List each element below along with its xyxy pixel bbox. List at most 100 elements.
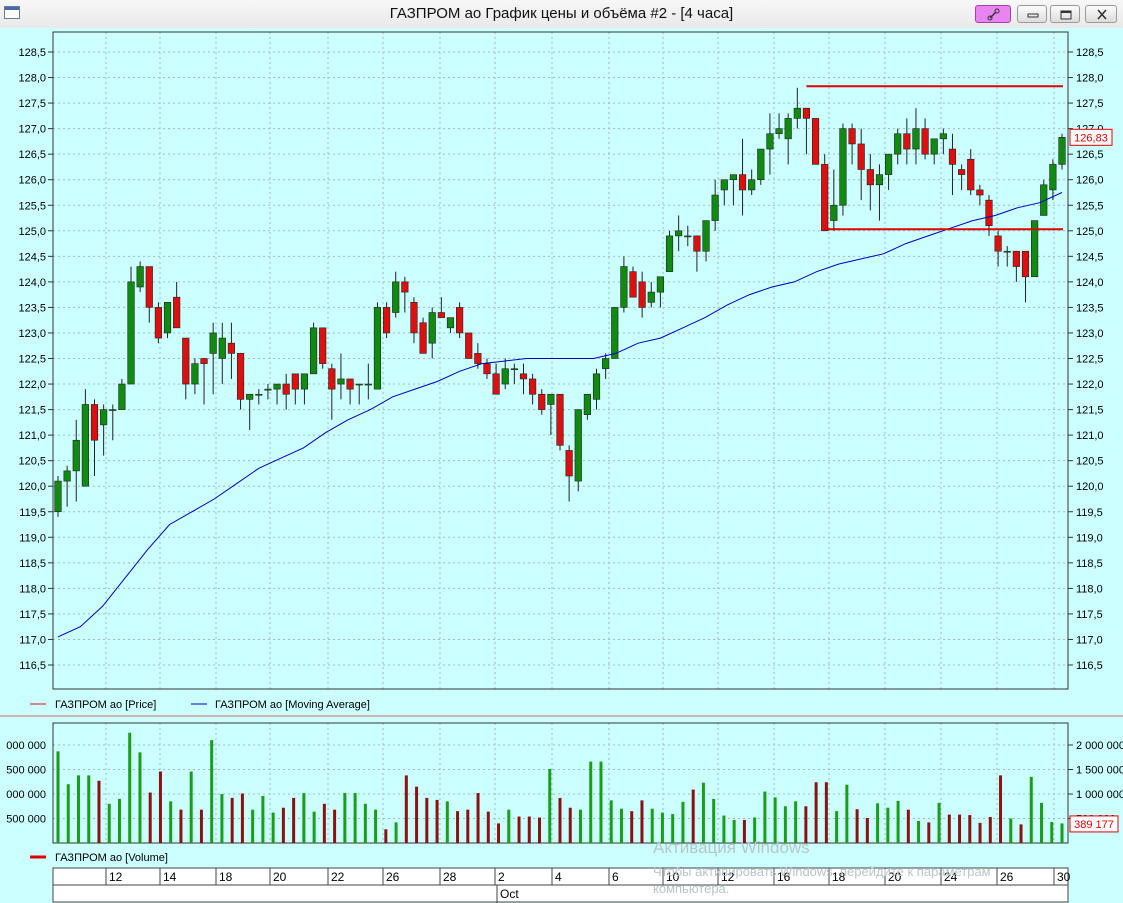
candle-body (483, 363, 491, 375)
volume-axis-left: 000 000 500 000 000 000 500 000 (6, 740, 46, 826)
last-price-value: 126,83 (1074, 132, 1108, 144)
candle-body (638, 281, 646, 308)
price-tick-label: 117,0 (19, 634, 46, 646)
candle-body (547, 393, 555, 405)
day-label: 18 (832, 870, 846, 884)
price-tick-label: 121,0 (18, 430, 46, 442)
day-label: 12 (721, 870, 735, 884)
price-tick-label: 124,0 (1076, 277, 1104, 289)
candle (236, 353, 245, 410)
candle (163, 302, 172, 339)
price-tick-label: 121,5 (1076, 405, 1104, 417)
day-label: 26 (386, 870, 400, 884)
candle-body (1012, 250, 1020, 267)
price-tick-label: 122,5 (18, 354, 46, 366)
price-tick-label: 126,5 (18, 149, 46, 161)
candle-body (948, 148, 957, 165)
candle (793, 87, 801, 129)
candle-body (355, 383, 363, 386)
price-tick-label: 123,0 (18, 328, 46, 340)
candle (63, 465, 71, 507)
price-tick-label: 118,5 (1076, 558, 1103, 570)
candle (738, 138, 747, 216)
price-tick-label: 120,5 (1076, 456, 1104, 468)
price-tick-label: 118,5 (19, 558, 46, 570)
windows-activation-watermark: Активация Windows Чтобы активировать Win… (653, 838, 991, 896)
price-tick-label: 126,5 (1076, 149, 1104, 161)
candle-body (729, 174, 738, 181)
restore-button[interactable] (1050, 5, 1080, 23)
price-tick-label: 128,0 (1076, 73, 1104, 85)
last-volume-box (1069, 815, 1119, 833)
candle-body (437, 312, 445, 318)
candle-body (574, 409, 582, 482)
candle (255, 389, 263, 405)
volume-bars (56, 732, 1064, 843)
candle (492, 363, 500, 395)
price-tick-label: 122,0 (18, 379, 46, 391)
price-tick-label: 119,0 (19, 532, 46, 544)
candle (775, 113, 783, 139)
price-tick-label: 121,5 (18, 405, 46, 417)
candle (538, 389, 546, 415)
candle-body (967, 158, 975, 191)
candle-body (620, 266, 628, 308)
candle (446, 317, 455, 333)
candle-body (346, 378, 354, 390)
candle-body (748, 179, 756, 191)
close-button[interactable] (1085, 5, 1117, 23)
volume-tick-label: 500 000 (6, 814, 46, 826)
candle (364, 363, 372, 400)
last-price-box (1069, 128, 1113, 146)
candle (811, 118, 820, 165)
candle (629, 266, 637, 298)
day-label: 20 (888, 870, 902, 884)
candle (428, 307, 436, 359)
candle (136, 261, 144, 293)
minimize-button[interactable] (1017, 5, 1047, 23)
candle-body (1003, 250, 1011, 253)
candle-body (100, 409, 108, 426)
price-tick-label: 120,5 (18, 456, 46, 468)
candle-body (182, 337, 190, 385)
candle (227, 322, 236, 379)
candle (875, 164, 884, 221)
candle-body (784, 118, 792, 140)
candle-body (912, 128, 920, 150)
candle (848, 123, 856, 165)
candle-body (647, 291, 655, 303)
window-titlebar: ГАЗПРОМ ао График цены и объёма #2 - [4 … (0, 0, 1123, 29)
window-icon[interactable] (4, 6, 20, 19)
candle-body (328, 368, 336, 390)
candle-body (793, 107, 801, 119)
candle-body (419, 322, 427, 354)
candle (720, 179, 728, 206)
price-tick-label: 121,0 (1076, 430, 1104, 442)
candle-body (720, 179, 728, 191)
link-button[interactable] (975, 5, 1011, 23)
candle (665, 230, 674, 272)
candle-body (529, 378, 537, 395)
candle-body (629, 271, 637, 298)
candle-body (1040, 184, 1048, 216)
candle-body (675, 230, 683, 237)
price-tick-label: 125,5 (1076, 200, 1104, 212)
candle-body (565, 450, 573, 477)
candle-body (282, 383, 290, 395)
candle (930, 138, 938, 165)
candle (465, 332, 473, 359)
candle-body (246, 393, 254, 400)
volume-tick-label: 1 500 000 (1076, 765, 1123, 777)
candle (81, 389, 89, 487)
candle (529, 373, 537, 405)
candle-body (337, 378, 345, 385)
candle-body (474, 353, 482, 364)
candle-body (118, 383, 126, 410)
candle (574, 409, 582, 492)
candle (702, 220, 710, 262)
month-label: Oct (500, 887, 519, 901)
candle-body (54, 480, 62, 513)
candle (693, 235, 701, 272)
candle-body (802, 107, 811, 119)
candle (583, 393, 591, 420)
